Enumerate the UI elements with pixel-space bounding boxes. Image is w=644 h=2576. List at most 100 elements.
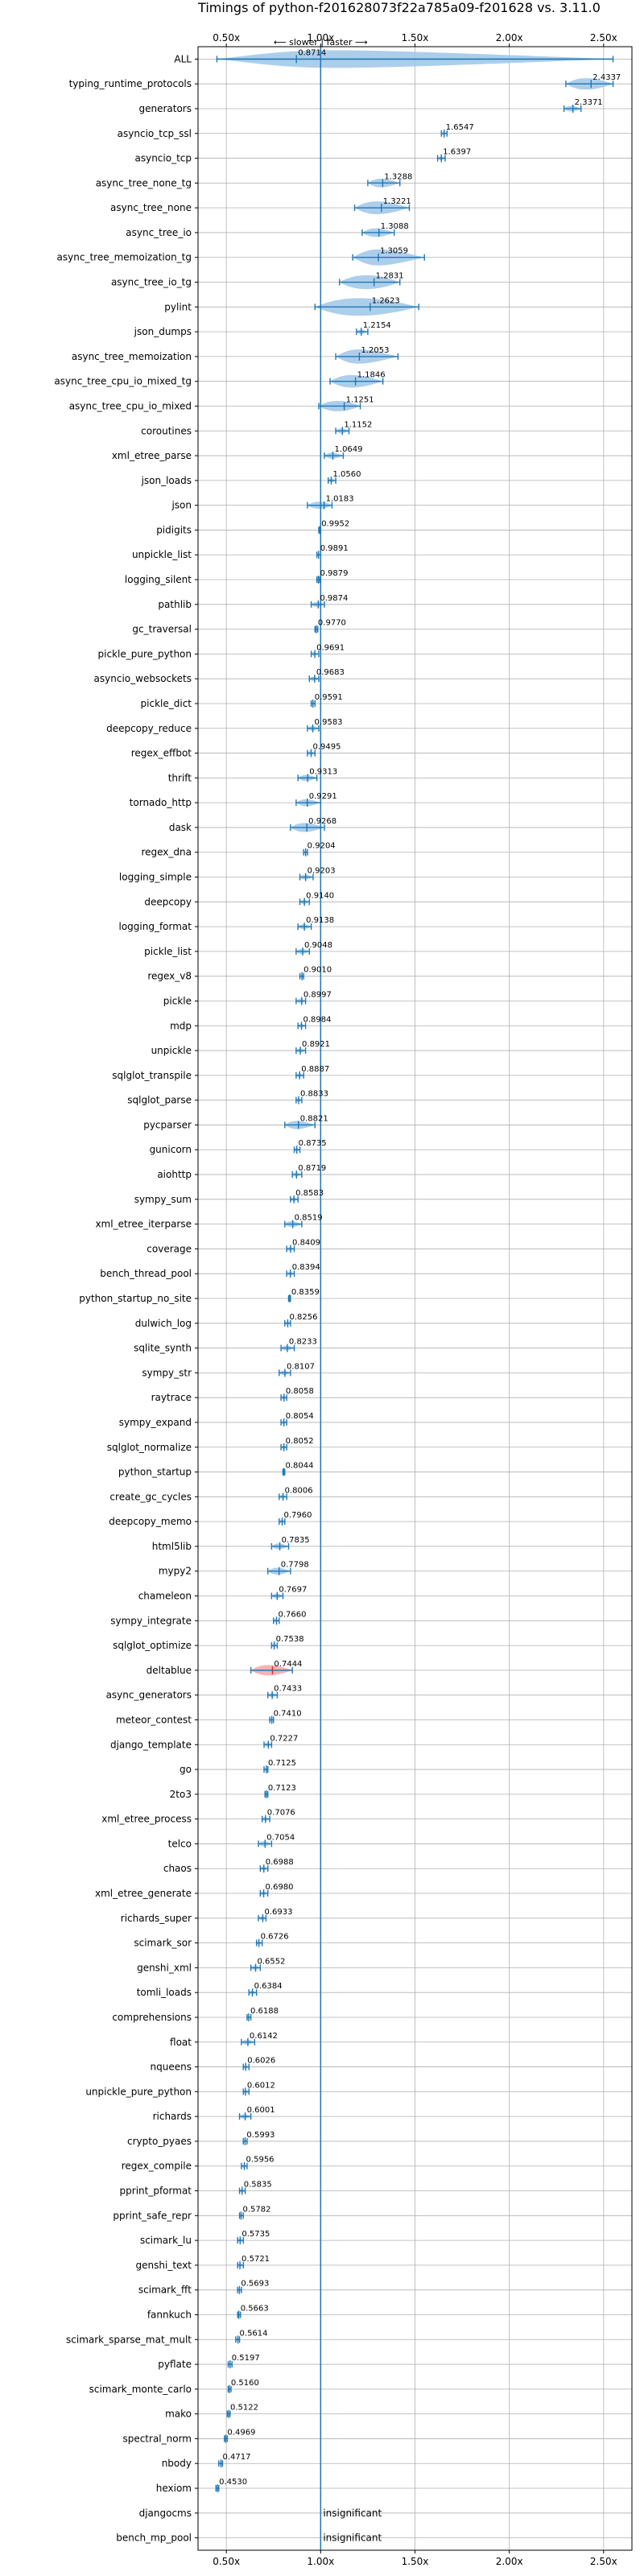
category-label: logging_simple <box>119 872 192 883</box>
category-label: async_tree_io_tg <box>111 277 192 288</box>
value-label: 0.9138 <box>306 916 334 925</box>
x-tick-label-top: 1.50x <box>402 32 429 43</box>
x-tick-label-bottom: 2.00x <box>496 2556 523 2567</box>
category-label: regex_v8 <box>147 971 192 982</box>
labels: 0.50x 0.50x 1.00x 1.00x 1.50x 1.50x 2.00x 2.00x… <box>54 32 621 2567</box>
category-label: sympy_sum <box>134 1194 192 1205</box>
value-label: 0.8058 <box>286 1387 314 1396</box>
x-tick-label-bottom: 1.50x <box>402 2556 429 2567</box>
value-label: 1.2623 <box>372 296 400 305</box>
value-label: 1.6547 <box>446 123 474 132</box>
category-label: mdp <box>170 1020 192 1031</box>
value-label: 0.5122 <box>230 2404 258 2413</box>
category-label: gc_traversal <box>132 624 192 635</box>
category-label: xml_etree_generate <box>95 1888 192 1899</box>
value-label: 0.5835 <box>244 2181 272 2190</box>
value-label: 0.6988 <box>266 1858 294 1867</box>
category-label: spectral_norm <box>122 2433 192 2444</box>
category-label: create_gc_cycles <box>109 1491 192 1502</box>
category-label: regex_dna <box>141 847 192 858</box>
category-label: unpickle <box>151 1045 192 1056</box>
category-label: crypto_pyaes <box>127 2136 192 2147</box>
value-label: 2.3371 <box>575 98 603 107</box>
category-label: json <box>171 500 192 511</box>
category-label: pathlib <box>158 599 192 610</box>
x-tick-label-top: 1.00x <box>307 32 334 43</box>
category-label: typing_runtime_protocols <box>69 78 192 89</box>
value-label: 0.8359 <box>291 1288 320 1297</box>
value-label: 0.9691 <box>316 643 345 652</box>
value-label: 0.6026 <box>247 2057 275 2066</box>
category-label: sympy_integrate <box>110 1615 192 1626</box>
category-label: logging_silent <box>125 574 192 585</box>
value-label: 0.8735 <box>299 1139 327 1148</box>
x-tick-label-bottom: 1.00x <box>307 2556 334 2567</box>
value-label: 0.9891 <box>320 544 349 553</box>
value-label: 0.4969 <box>227 2428 255 2437</box>
value-label: 0.5663 <box>241 2304 269 2313</box>
category-label: generators <box>138 103 192 114</box>
value-label: 0.7054 <box>266 1833 295 1842</box>
value-label: 1.2053 <box>361 346 389 355</box>
value-label: 0.7660 <box>278 1610 306 1619</box>
category-label: scimark_sparse_mat_mult <box>66 2334 192 2345</box>
category-label: djangocms <box>139 2508 192 2519</box>
value-label: 0.7123 <box>268 1784 296 1793</box>
value-label: 1.3088 <box>381 222 409 231</box>
category-label: xml_etree_parse <box>112 450 192 461</box>
value-label: insignificant <box>323 2508 382 2519</box>
category-label: regex_effbot <box>131 748 192 759</box>
value-label: 1.1251 <box>346 395 374 404</box>
value-label: 0.7538 <box>276 1635 304 1644</box>
value-label: 0.6384 <box>254 1982 283 1991</box>
category-label: xml_etree_iterparse <box>95 1219 192 1230</box>
value-label: 0.9203 <box>308 867 336 876</box>
axes <box>195 43 633 2553</box>
value-label: 0.9010 <box>303 966 332 975</box>
x-tick-label-top: 0.50x <box>213 32 240 43</box>
category-label: json_dumps <box>134 326 192 337</box>
value-label: 1.3288 <box>384 172 412 181</box>
category-label: chaos <box>163 1863 192 1874</box>
value-label: 1.0649 <box>335 445 363 454</box>
category-label: async_generators <box>106 1690 192 1701</box>
value-label: 0.5197 <box>232 2354 260 2363</box>
value-label: 0.5160 <box>231 2379 259 2388</box>
direction-annotation: ⟵ slower | faster ⟶ <box>274 37 368 47</box>
value-label: 0.9268 <box>308 817 336 826</box>
category-label: bench_thread_pool <box>100 1268 192 1279</box>
x-tick-label-bottom: 2.50x <box>590 2556 617 2567</box>
value-label: 0.9952 <box>321 519 349 528</box>
value-label: 2.4337 <box>592 73 621 82</box>
value-label: 0.7076 <box>267 1809 295 1818</box>
category-label: richards <box>153 2111 192 2122</box>
value-label: insignificant <box>323 2533 382 2544</box>
category-label: regex_compile <box>122 2161 192 2172</box>
category-label: raytrace <box>151 1392 192 1403</box>
value-label: 0.9879 <box>320 569 348 578</box>
value-label: 0.8044 <box>285 1462 313 1471</box>
category-label: mypy2 <box>159 1566 192 1577</box>
value-label: 0.6012 <box>247 2081 275 2090</box>
value-label: 0.8821 <box>300 1114 328 1123</box>
value-label: 1.0183 <box>326 495 354 504</box>
category-label: pycparser <box>143 1119 192 1130</box>
category-label: async_tree_memoization_tg <box>57 252 192 263</box>
category-label: bench_mp_pool <box>116 2533 192 2544</box>
grid-lines <box>198 47 632 2550</box>
category-label: dask <box>169 822 192 833</box>
category-label: nbody <box>162 2458 192 2469</box>
value-label: 0.9495 <box>312 743 341 752</box>
value-label: 0.8887 <box>301 1065 329 1074</box>
value-label: 0.8583 <box>295 1189 324 1198</box>
value-label: 0.6726 <box>261 1933 289 1942</box>
value-label: 0.7697 <box>279 1586 307 1595</box>
category-label: async_tree_cpu_io_mixed <box>69 400 192 411</box>
category-label: sqlglot_optimize <box>113 1640 192 1651</box>
value-label: 0.8984 <box>303 1015 332 1024</box>
category-label: scimark_monte_carlo <box>89 2384 192 2395</box>
value-label: 0.8052 <box>286 1437 314 1446</box>
x-tick-label-top: 2.00x <box>496 32 523 43</box>
value-label: 0.7125 <box>268 1759 296 1768</box>
